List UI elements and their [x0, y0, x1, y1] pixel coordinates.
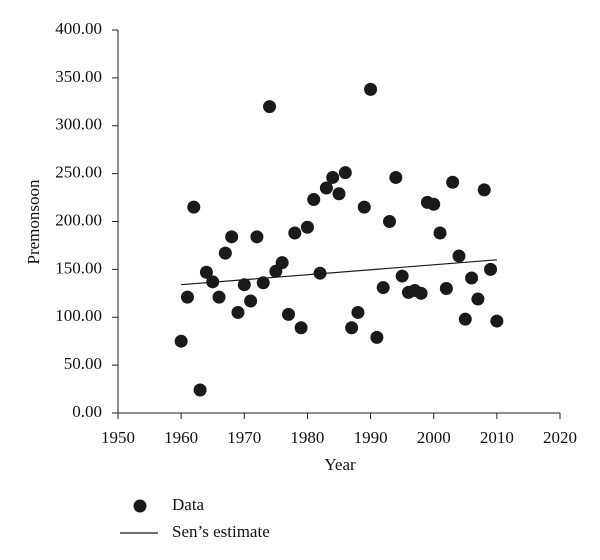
x-axis-label: Year	[324, 455, 356, 474]
y-tick-label: 250.00	[55, 163, 102, 182]
data-point	[199, 265, 213, 279]
data-point	[225, 230, 239, 244]
x-tick-label: 1990	[354, 428, 388, 447]
legend-label: Data	[172, 495, 205, 514]
x-tick-label: 1960	[164, 428, 198, 447]
x-tick-label: 1980	[290, 428, 324, 447]
data-point	[351, 305, 365, 319]
data-point	[231, 305, 245, 319]
data-point	[395, 269, 409, 283]
data-point	[212, 290, 226, 304]
data-point	[477, 183, 491, 197]
y-tick-label: 300.00	[55, 115, 102, 134]
data-point	[307, 192, 321, 206]
y-tick-label: 50.00	[64, 354, 102, 373]
y-axis-label: Premonsoon	[24, 179, 43, 265]
data-point	[465, 271, 479, 285]
y-tick-label: 400.00	[55, 19, 102, 38]
legend-marker	[133, 499, 147, 513]
data-point	[357, 200, 371, 214]
x-tick-label: 1970	[227, 428, 261, 447]
data-point	[338, 166, 352, 180]
y-tick-label: 0.00	[72, 402, 102, 421]
data-point	[237, 278, 251, 292]
y-tick-label: 200.00	[55, 210, 102, 229]
data-point	[439, 282, 453, 296]
data-point	[458, 312, 472, 326]
x-tick-label: 2010	[480, 428, 514, 447]
y-tick-label: 350.00	[55, 67, 102, 86]
x-tick-label: 2020	[543, 428, 577, 447]
data-point	[193, 383, 207, 397]
data-point	[281, 307, 295, 321]
data-point	[180, 290, 194, 304]
data-point	[452, 249, 466, 263]
data-point	[490, 314, 504, 328]
data-point	[275, 256, 289, 270]
data-point	[294, 321, 308, 335]
trend-line	[181, 259, 497, 286]
data-point	[389, 170, 403, 184]
data-point	[244, 294, 258, 308]
x-tick-label: 1950	[101, 428, 135, 447]
data-point	[446, 175, 460, 189]
data-point	[319, 181, 333, 195]
data-point	[187, 200, 201, 214]
y-tick-label: 100.00	[55, 306, 102, 325]
data-point	[174, 334, 188, 348]
data-point	[433, 226, 447, 240]
x-tick-label: 2000	[417, 428, 451, 447]
data-point	[370, 330, 384, 344]
data-point	[345, 321, 359, 335]
data-point	[250, 230, 264, 244]
data-point	[427, 197, 441, 211]
data-point	[326, 170, 340, 184]
data-point	[218, 246, 232, 260]
data-point	[263, 100, 277, 114]
data-point	[376, 281, 390, 295]
data-point	[383, 215, 397, 228]
data-point	[332, 187, 346, 201]
data-point	[364, 82, 378, 96]
legend-label: Sen’s estimate	[172, 522, 270, 541]
data-point	[256, 276, 270, 290]
data-point	[471, 292, 485, 306]
data-point	[414, 286, 428, 300]
data-point	[484, 262, 498, 276]
y-tick-label: 150.00	[55, 258, 102, 277]
data-point	[288, 226, 302, 240]
data-point	[300, 220, 314, 234]
